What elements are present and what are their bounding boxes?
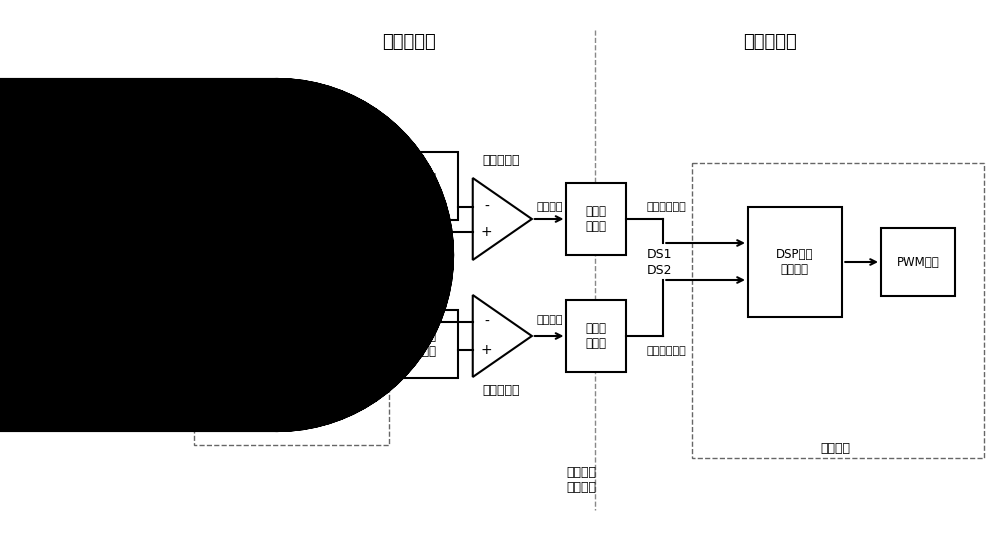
Bar <box>566 183 626 255</box>
Text: 第二参
考电压: 第二参 考电压 <box>415 330 436 358</box>
Text: 第一比较器: 第一比较器 <box>483 153 520 166</box>
Text: 变压器初级: 变压器初级 <box>743 33 797 51</box>
Text: 第一参
考电压: 第一参 考电压 <box>415 172 436 200</box>
Bar <box>394 152 458 220</box>
Text: 控制单元: 控制单元 <box>821 442 851 455</box>
Bar <box>566 300 626 372</box>
Text: 电平信号: 电平信号 <box>537 315 563 325</box>
Text: +: + <box>481 343 493 357</box>
Text: 第二电平信号: 第二电平信号 <box>647 346 687 356</box>
Text: -: - <box>484 315 489 329</box>
Bar <box>202 215 274 295</box>
Text: +: + <box>481 225 493 239</box>
Text: -: - <box>484 200 489 214</box>
Text: 第一电平信号: 第一电平信号 <box>647 202 687 212</box>
Text: 变压器次级: 变压器次级 <box>382 33 436 51</box>
Bar <box>748 207 842 317</box>
Text: PWM调节: PWM调节 <box>896 255 939 268</box>
Text: 隔离传
输通道: 隔离传 输通道 <box>585 322 606 350</box>
Bar <box>194 155 389 445</box>
Text: 第二比较器: 第二比较器 <box>483 383 520 396</box>
Text: 电平信号: 电平信号 <box>537 202 563 212</box>
Bar <box>881 228 955 296</box>
Text: 模拟信号
AS: 模拟信号 AS <box>363 231 391 259</box>
Bar <box>394 310 458 378</box>
Text: DS2: DS2 <box>647 264 672 276</box>
Text: 输出电
压采样: 输出电 压采样 <box>227 241 248 269</box>
Text: DSP芯片
计算处理: DSP芯片 计算处理 <box>776 248 813 276</box>
Text: 隔离传
输通道: 隔离传 输通道 <box>585 205 606 233</box>
Text: 信号
处理: 信号 处理 <box>322 241 336 269</box>
Text: 电平信号
产生单元: 电平信号 产生单元 <box>566 466 596 494</box>
Bar <box>692 163 984 458</box>
Bar <box>298 215 359 295</box>
Text: 输出采样
单元: 输出采样 单元 <box>269 401 299 429</box>
Text: DS1: DS1 <box>647 248 672 261</box>
